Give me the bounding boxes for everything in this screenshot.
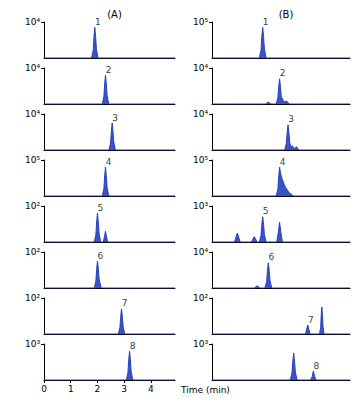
svg-text:8: 8 (130, 341, 136, 351)
svg-text:10⁵: 10⁵ (25, 155, 40, 165)
svg-text:3: 3 (121, 384, 127, 394)
svg-text:10²: 10² (25, 293, 40, 303)
svg-text:5: 5 (98, 203, 104, 213)
svg-text:Time (min): Time (min) (180, 385, 230, 395)
svg-text:2: 2 (95, 384, 101, 394)
svg-text:1: 1 (263, 17, 269, 27)
svg-text:8: 8 (314, 361, 320, 371)
svg-text:3: 3 (288, 114, 294, 124)
svg-text:10²: 10² (25, 247, 40, 257)
svg-text:4: 4 (280, 157, 286, 167)
svg-text:1: 1 (68, 384, 74, 394)
svg-text:7: 7 (122, 298, 128, 308)
svg-text:10⁴: 10⁴ (193, 109, 208, 119)
svg-text:10⁴: 10⁴ (193, 247, 208, 257)
svg-text:10⁴: 10⁴ (25, 109, 40, 119)
svg-text:10²: 10² (25, 201, 40, 211)
svg-text:10⁴: 10⁴ (25, 63, 40, 73)
svg-text:10⁵: 10⁵ (193, 17, 208, 27)
svg-text:10⁵: 10⁵ (193, 155, 208, 165)
svg-text:10³: 10³ (193, 339, 208, 349)
svg-text:10²: 10² (193, 293, 208, 303)
svg-text:4: 4 (148, 384, 154, 394)
svg-text:5: 5 (263, 206, 269, 216)
svg-text:10⁴: 10⁴ (25, 17, 40, 27)
svg-text:(A): (A) (107, 9, 122, 20)
svg-text:7: 7 (308, 315, 314, 325)
svg-text:2: 2 (106, 65, 112, 75)
svg-text:6: 6 (98, 251, 104, 261)
svg-text:10³: 10³ (193, 201, 208, 211)
svg-text:3: 3 (112, 113, 118, 123)
svg-text:6: 6 (268, 252, 274, 262)
svg-text:4: 4 (106, 157, 112, 167)
svg-text:10³: 10³ (25, 339, 40, 349)
svg-text:1: 1 (95, 17, 101, 27)
svg-text:(B): (B) (279, 9, 294, 20)
svg-text:2: 2 (280, 68, 286, 78)
svg-text:0: 0 (41, 384, 47, 394)
svg-text:10⁴: 10⁴ (193, 63, 208, 73)
